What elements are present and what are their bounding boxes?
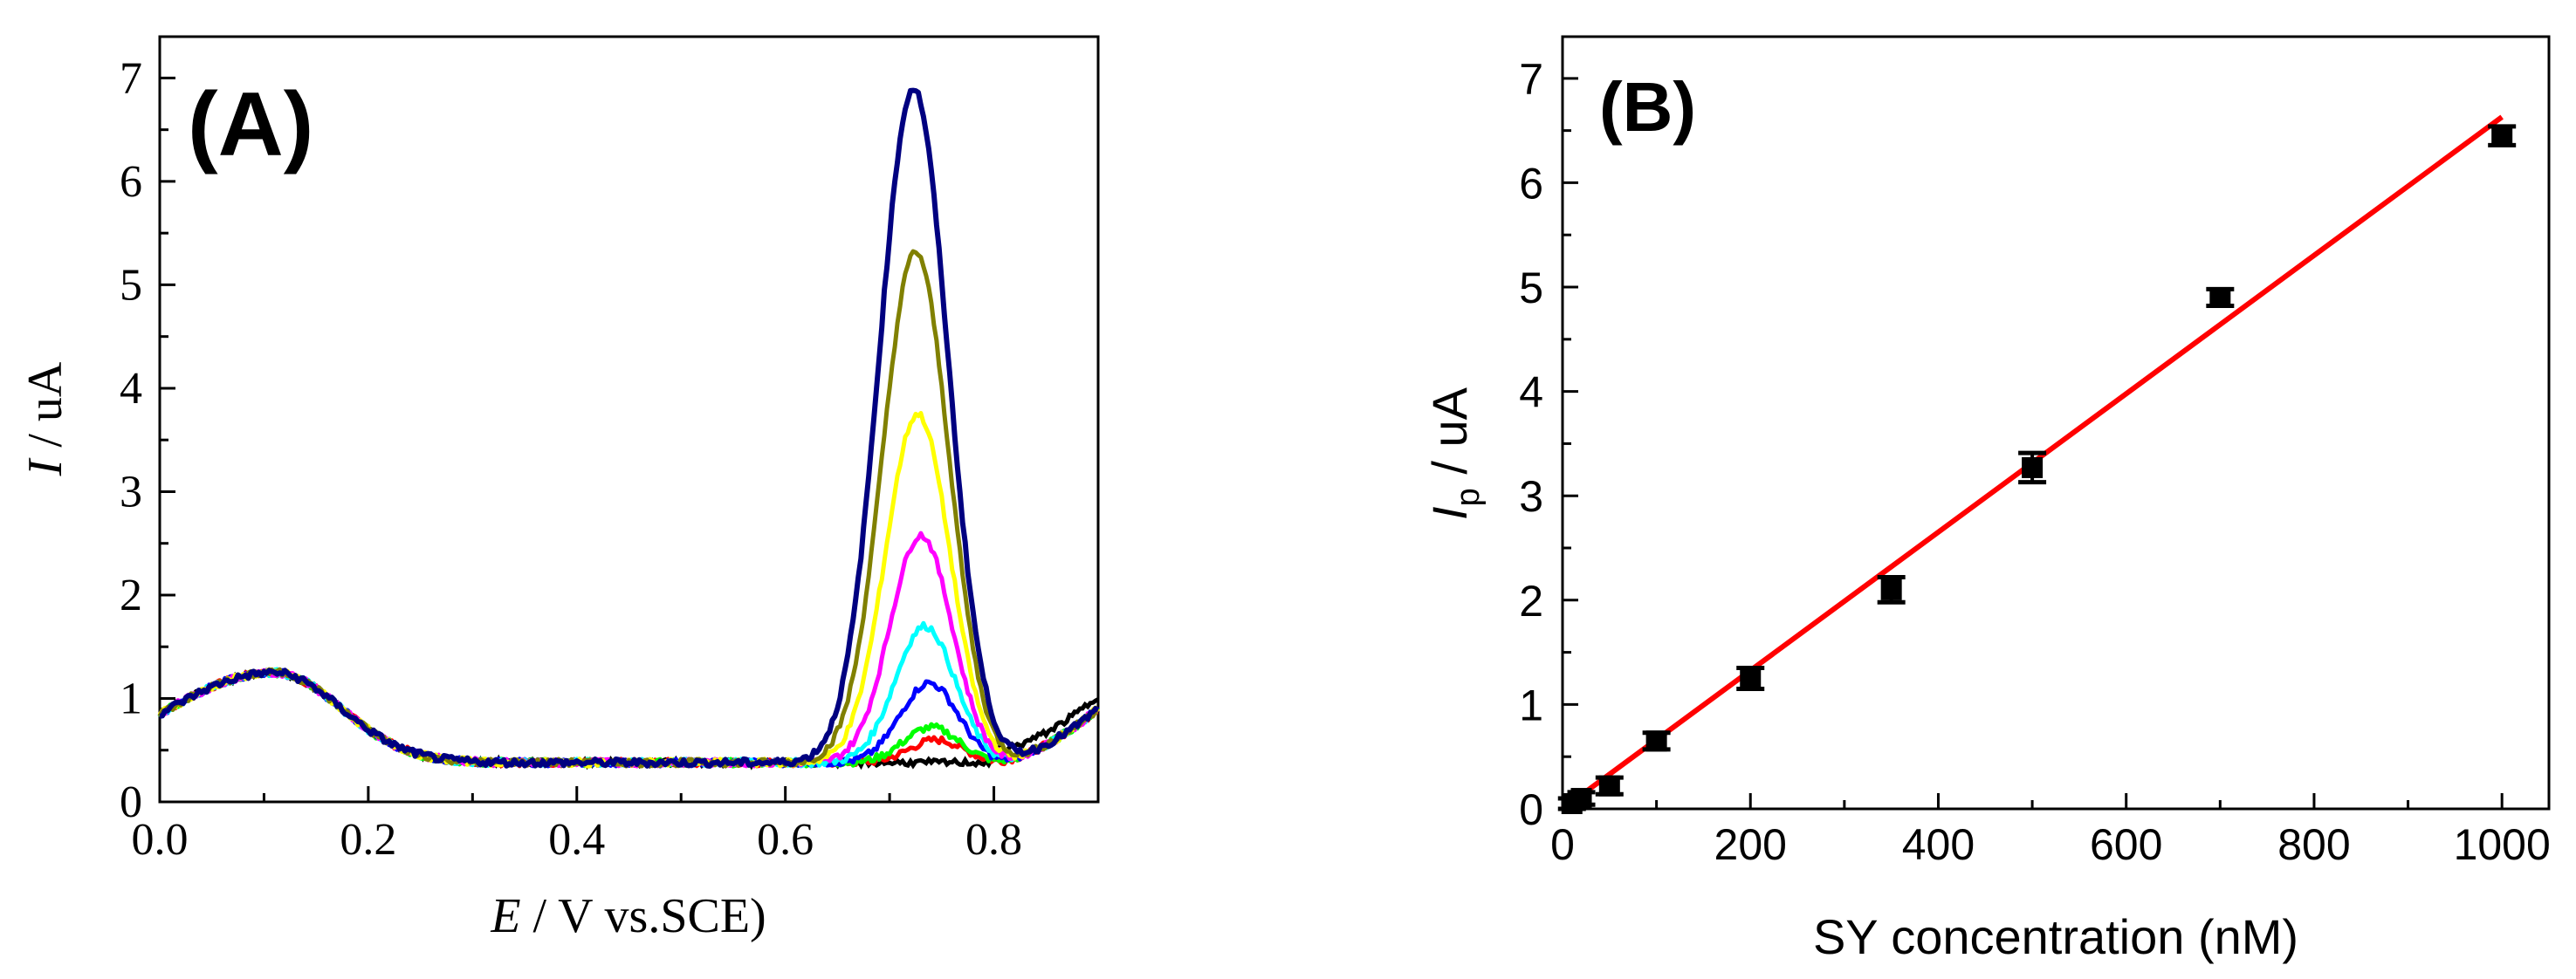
panel-a-x-tick-label: 0.6 (757, 815, 814, 865)
panel-a: 0.0 0.2 0.4 0.6 0.8 0 1 2 3 4 5 6 7 (A) E / V vs.SCE… (18, 35, 1101, 943)
data-point (2488, 124, 2517, 147)
panel-b-x-tick-label: 600 (2090, 820, 2162, 869)
panel-a-plot-frame (158, 35, 1100, 804)
data-point-marker (1645, 730, 1667, 752)
panel-a-y-tick-label: 7 (120, 53, 142, 103)
panel-b-y-axis-label: Ip / uA (1422, 387, 1487, 520)
panel-b-x-tick-label: 800 (2277, 820, 2350, 869)
panel-b-ticks: 0 200 400 600 800 1000 0 1 2 3 4 5 6 7 (1519, 55, 2551, 869)
data-point-marker (1880, 578, 1902, 600)
data-point-marker (2491, 125, 2513, 147)
panel-b-x-tick-label: 0 (1550, 820, 1575, 869)
panel-b-y-tick-label: 5 (1519, 264, 1543, 312)
trace-magenta (158, 531, 1100, 769)
panel-a-x-tick-label: 0.8 (965, 815, 1022, 865)
panel-b-y-tick-label: 4 (1519, 368, 1543, 417)
panel-b-x-tick-label: 200 (1714, 820, 1787, 869)
data-point-marker (1598, 775, 1620, 797)
data-point-marker (1570, 788, 1592, 810)
panel-b-y-tick-label: 2 (1519, 577, 1543, 626)
panel-b-y-tick-label: 7 (1519, 55, 1543, 104)
panel-b-plot-frame (1561, 35, 2551, 811)
panel-b-y-tick-label: 0 (1519, 785, 1543, 834)
data-point (1736, 666, 1765, 691)
panel-a-x-tick-label: 0.2 (340, 815, 396, 865)
panel-a-y-tick-label: 3 (120, 467, 142, 517)
panel-b-label: (B) (1599, 68, 1696, 146)
panel-a-y-tick-label: 5 (120, 260, 142, 310)
data-point-marker (2022, 456, 2044, 478)
panel-b: 0 200 400 600 800 1000 0 1 2 3 4 5 6 7 (B) SY concent… (1422, 35, 2551, 964)
panel-b-y-tick-label: 6 (1519, 159, 1543, 208)
panel-b-x-tick-label: 1000 (2454, 820, 2551, 869)
data-point-marker (2209, 286, 2231, 308)
panel-b-y-tick-label: 1 (1519, 681, 1543, 729)
panel-a-ticks: 0.0 0.2 0.4 0.6 0.8 0 1 2 3 4 5 6 7 (120, 53, 1100, 865)
panel-a-y-tick-label: 0 (120, 777, 142, 827)
panel-a-traces (157, 87, 1101, 770)
panel-a-y-tick-label: 4 (120, 364, 142, 414)
panel-a-y-axis-label: I / uA (18, 361, 72, 476)
data-point (2018, 450, 2047, 485)
panel-a-label: (A) (188, 74, 313, 175)
panel-a-x-tick-label: 0.4 (548, 815, 605, 865)
panel-a-x-tick-label: 0.0 (132, 815, 189, 865)
trace-navy (159, 87, 1100, 769)
data-point (1877, 575, 1906, 605)
data-point (2206, 286, 2235, 309)
panel-a-y-tick-label: 2 (120, 571, 142, 620)
panel-b-y-tick-label: 3 (1519, 472, 1543, 521)
panel-a-y-tick-label: 1 (120, 674, 142, 723)
panel-b-x-tick-label: 400 (1902, 820, 1975, 869)
data-point (1642, 730, 1671, 752)
panel-a-y-tick-label: 6 (120, 157, 142, 207)
data-point (1595, 775, 1624, 797)
panel-b-points (1557, 124, 2517, 815)
data-point-marker (1740, 668, 1762, 689)
panel-a-x-axis-label: E / V vs.SCE) (490, 889, 766, 943)
data-point (1567, 788, 1596, 810)
panel-b-x-axis-label: SY concentration (nM) (1813, 909, 2298, 964)
